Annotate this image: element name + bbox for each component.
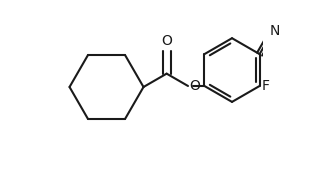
Text: O: O — [161, 34, 172, 48]
Text: F: F — [262, 79, 270, 93]
Text: O: O — [189, 79, 200, 93]
Text: N: N — [269, 24, 280, 38]
